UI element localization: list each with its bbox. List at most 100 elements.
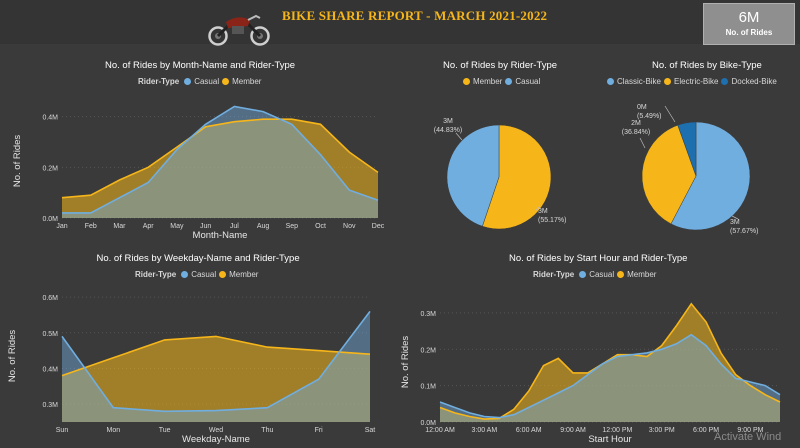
legend-docked-dot: [721, 78, 729, 85]
x-tick-label: Apr: [143, 223, 155, 230]
legend-docked-label: Docked-Bike: [731, 77, 777, 86]
line-member: [61, 118, 379, 199]
x-tick-label: Jul: [230, 223, 239, 230]
y-axis-title: No. of Rides: [12, 135, 23, 188]
x-tick-label: Jan: [56, 223, 67, 230]
x-axis-title: Month-Name: [193, 230, 248, 241]
pie-slice-casual: [446, 124, 500, 227]
y-tick-label: 0.5M: [42, 331, 58, 338]
x-tick-label: Mar: [113, 223, 126, 230]
weekday-chart-title: No. of Rides by Weekday-Name and Rider-T…: [96, 253, 300, 264]
x-tick-label: Thu: [261, 427, 273, 434]
month-area-chart[interactable]: 0.0M 0.2M 0.4M Jan Feb Mar Apr May Jun Jul Aug Sep O…: [0, 88, 395, 244]
legend-casual-label: Casual: [589, 270, 615, 279]
start-hour-area-chart[interactable]: 0.0M 0.1M 0.2M 0.3M 12:00 AM 3:00 AM 6:00 AM 9:…: [395, 282, 800, 448]
legend-member-label: Member: [473, 77, 503, 86]
line-casual: [62, 105, 379, 214]
legend-casual-label: Casual: [515, 77, 541, 86]
line-member: [61, 335, 371, 377]
y-axis-title: No. of Rides: [400, 336, 411, 389]
x-tick-label: Jun: [200, 223, 211, 230]
x-tick-label: Aug: [257, 223, 270, 230]
leader-line: [664, 105, 676, 123]
legend-casual-label: Casual: [191, 270, 217, 279]
legend-title: Rider-Type: [533, 270, 575, 279]
legend-classic-label: Classic-Bike: [617, 77, 662, 86]
line-casual: [61, 310, 371, 413]
pie-percent-label: (5.49%): [637, 113, 662, 120]
kpi-card[interactable]: 6M No. of Rides: [703, 3, 795, 45]
x-tick-label: Nov: [343, 223, 356, 230]
x-tick-label: Feb: [85, 223, 97, 230]
pie-percent-label: (55.17%): [538, 217, 566, 224]
legend-member-label: Member: [232, 77, 262, 86]
bike-type-pie-chart[interactable]: 3M (57.67%) 2M (36.84%) 0M (5.49%): [580, 88, 800, 238]
month-chart-title: No. of Rides by Month-Name and Rider-Typ…: [105, 60, 296, 71]
report-title: BIKE SHARE REPORT - MARCH 2021-2022: [282, 8, 548, 23]
legend-member-label: Member: [627, 270, 657, 279]
motorcycle-icon: [208, 14, 270, 46]
area-member: [440, 303, 780, 422]
x-tick-label: Sat: [365, 427, 376, 434]
legend-member-dot: [617, 271, 625, 278]
month-chart-legend[interactable]: Rider-Type Casual Member: [138, 77, 261, 86]
x-tick-label: 12:00 AM: [425, 427, 455, 434]
rider-type-pie-chart[interactable]: 3M (55.17%) 3M (44.83%): [400, 88, 580, 238]
x-tick-label: Dec: [372, 223, 385, 230]
area-casual: [440, 334, 780, 422]
y-tick-label: 0.0M: [420, 420, 436, 427]
pie-percent-label: (36.84%): [622, 129, 650, 136]
x-tick-label: May: [170, 223, 184, 230]
legend-electric-label: Electric-Bike: [674, 77, 719, 86]
legend-title: Rider-Type: [135, 270, 177, 279]
header-bar: [0, 0, 800, 44]
legend-member-dot: [219, 271, 227, 278]
y-axis-title: No. of Rides: [7, 330, 18, 383]
hour-chart-legend[interactable]: Rider-Type Casual Member: [533, 270, 656, 279]
x-tick-label: Sep: [286, 223, 299, 230]
rider-pie-legend[interactable]: Member Casual: [463, 77, 540, 86]
legend-casual-dot: [184, 78, 192, 85]
y-tick-label: 0.2M: [42, 165, 58, 172]
y-tick-label: 0.3M: [42, 402, 58, 409]
x-tick-label: Tue: [159, 427, 171, 434]
pie-slice-docked-bike: [677, 121, 697, 177]
legend-title: Rider-Type: [138, 77, 180, 86]
x-tick-label: 6:00 PM: [693, 427, 719, 434]
line-casual: [439, 333, 781, 419]
pie-value-label: 3M: [730, 219, 740, 226]
activate-windows-watermark: Activate Wind: [714, 431, 782, 443]
y-tick-label: 0.2M: [420, 347, 436, 354]
area-member: [62, 336, 370, 422]
y-tick-label: 0.6M: [42, 295, 58, 302]
legend-classic-dot: [607, 78, 614, 85]
legend-casual-dot: [505, 78, 513, 85]
leader-line: [731, 215, 739, 220]
y-tick-label: 0.1M: [420, 384, 436, 391]
x-tick-label: 6:00 AM: [516, 427, 542, 434]
x-tick-label: Mon: [107, 427, 121, 434]
pie-value-label: 0M: [637, 104, 647, 111]
legend-member-label: Member: [229, 270, 259, 279]
x-tick-label: 9:00 PM: [737, 427, 763, 434]
bike-pie-legend[interactable]: Classic-Bike Electric-Bike Docked-Bike: [607, 77, 777, 86]
legend-casual-label: Casual: [194, 77, 220, 86]
bike-pie-title: No. of Rides by Bike-Type: [652, 60, 762, 71]
weekday-area-chart[interactable]: 0.3M 0.4M 0.5M 0.6M Sun Mon Tue Wed Thu Fri Sat Wee…: [0, 282, 395, 448]
pie-slice-electric-bike: [641, 124, 697, 225]
pie-value-label: 3M: [443, 118, 453, 125]
legend-member-dot: [463, 78, 470, 85]
y-tick-label: 0.3M: [420, 311, 436, 318]
x-tick-label: Wed: [209, 427, 223, 434]
hour-chart-title: No. of Rides by Start Hour and Rider-Typ…: [509, 253, 688, 264]
y-tick-label: 0.4M: [42, 115, 58, 122]
leader-line: [639, 137, 646, 149]
x-tick-label: Oct: [315, 223, 326, 230]
leader-line: [455, 132, 463, 141]
kpi-value: 6M: [738, 9, 760, 26]
legend-casual-dot: [181, 271, 189, 278]
x-tick-label: 3:00 PM: [649, 427, 675, 434]
x-tick-label: 12:00 PM: [602, 427, 632, 434]
weekday-chart-legend[interactable]: Rider-Type Casual Member: [135, 270, 258, 279]
area-casual: [62, 106, 378, 218]
